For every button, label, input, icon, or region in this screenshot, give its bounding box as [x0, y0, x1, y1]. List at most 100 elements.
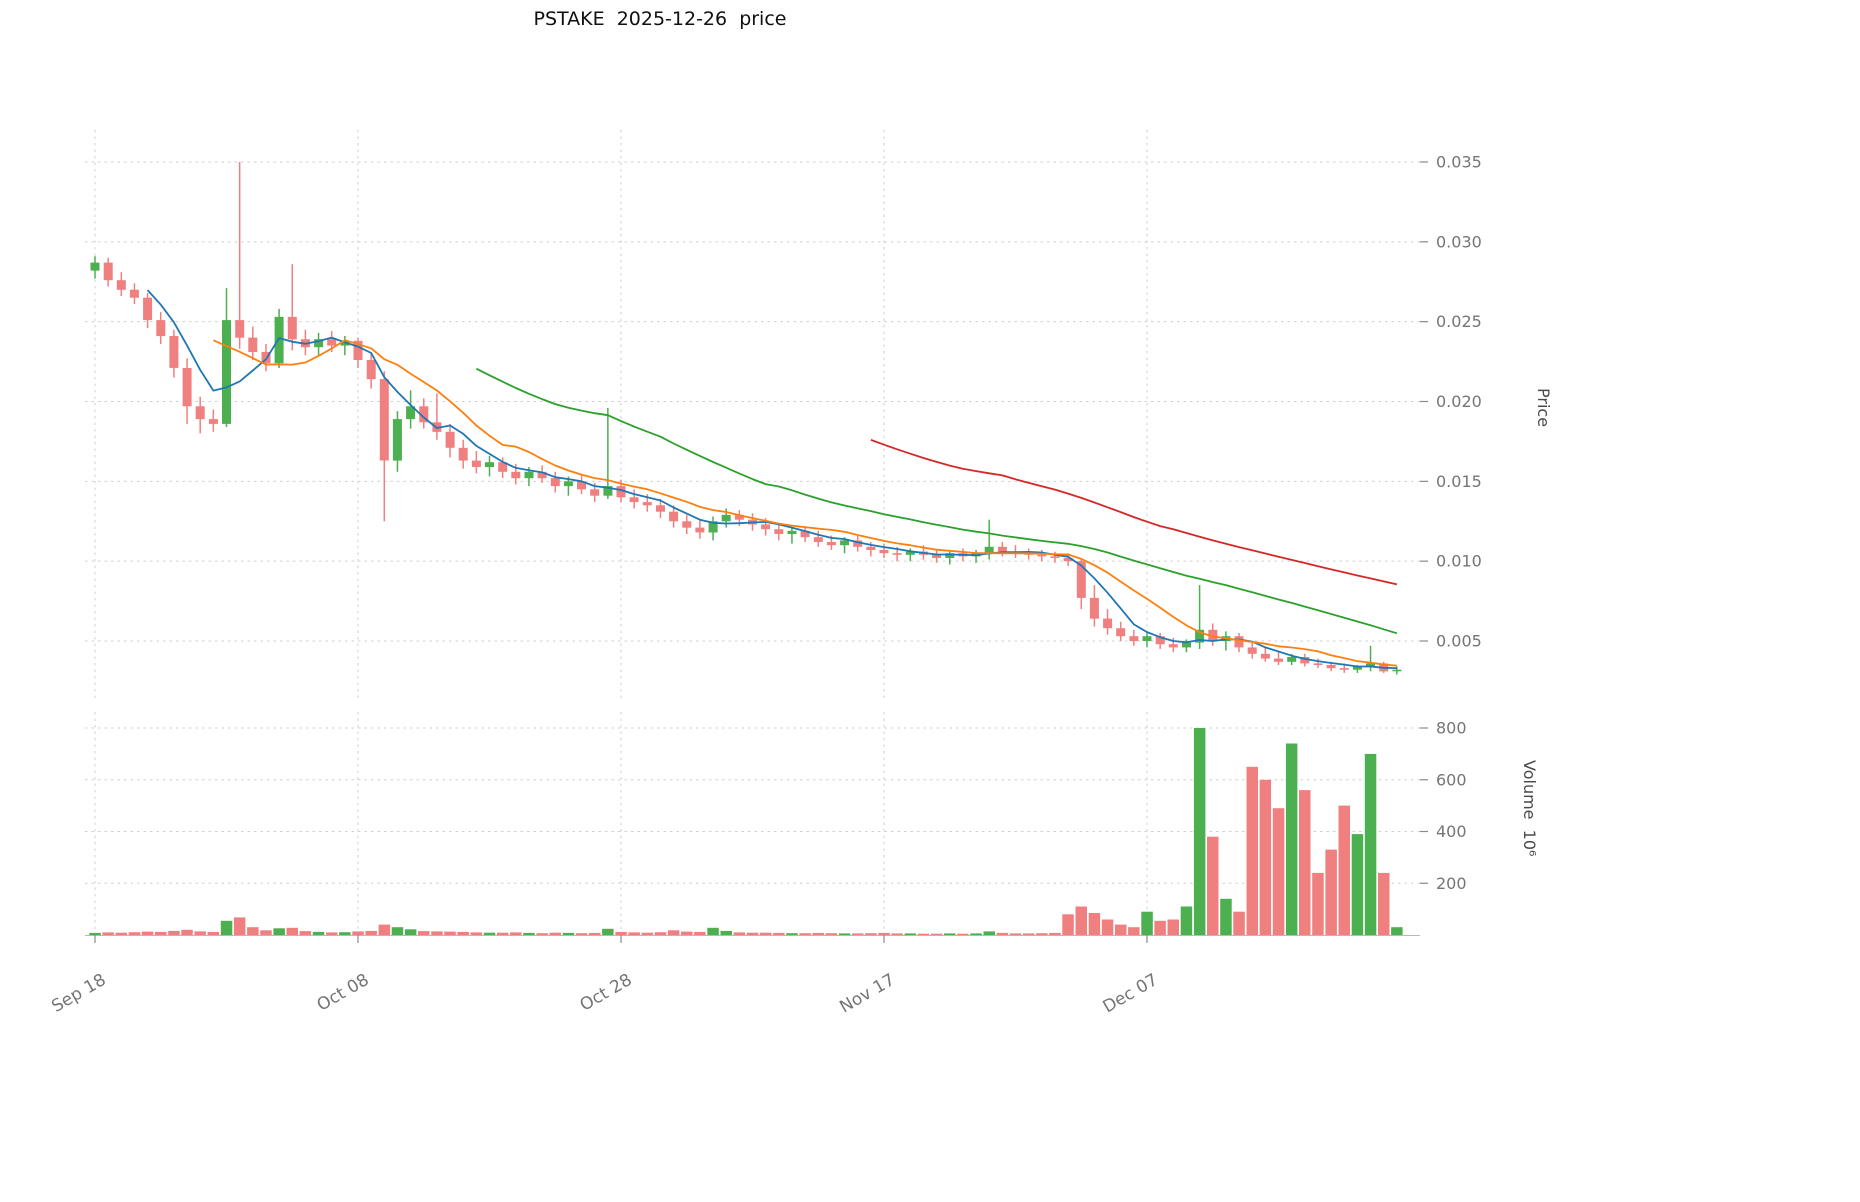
- volume-bar: [1299, 790, 1311, 935]
- candle-body: [235, 320, 245, 338]
- volume-bar: [378, 924, 391, 935]
- volume-bar: [904, 933, 917, 935]
- volume-bar: [720, 930, 732, 935]
- volume-bar: [260, 930, 272, 935]
- candle-body: [419, 406, 429, 423]
- volume-bar: [483, 932, 496, 935]
- volume-bar: [575, 933, 588, 935]
- volume-bar: [1009, 933, 1022, 935]
- candle-body: [1142, 636, 1152, 641]
- volume-bar: [773, 932, 785, 935]
- volume-bar: [615, 931, 627, 935]
- candle-body: [1352, 666, 1362, 670]
- candle-body: [853, 540, 863, 547]
- volume-bar: [1391, 927, 1403, 935]
- candle-body: [1037, 554, 1047, 557]
- candle-body: [577, 481, 586, 490]
- candle-body: [498, 462, 508, 472]
- volume-bar: [681, 931, 693, 935]
- volume-bar: [286, 927, 298, 935]
- price-tick-label: 0.010: [1436, 552, 1482, 571]
- volume-bar: [1325, 849, 1337, 935]
- volume-bar: [602, 928, 614, 935]
- volume-bar: [1364, 753, 1377, 935]
- volume-bar: [444, 931, 456, 935]
- candle-body: [879, 550, 889, 554]
- candle-body: [682, 521, 692, 528]
- candle-body: [721, 514, 731, 522]
- candle-body: [511, 471, 521, 479]
- volume-bar: [89, 932, 101, 935]
- volume-bar: [247, 927, 259, 935]
- volume-bar: [957, 933, 969, 935]
- volume-bar: [404, 929, 417, 935]
- candle-body: [734, 514, 744, 520]
- volume-bar: [536, 933, 548, 935]
- volume-bar: [746, 932, 759, 935]
- candle-body: [1182, 642, 1191, 648]
- volume-tick-label: 600: [1436, 770, 1467, 789]
- candle-body: [1155, 636, 1165, 645]
- candle-body: [1366, 663, 1375, 667]
- candle-body: [1287, 657, 1297, 662]
- candle-body: [1063, 558, 1073, 562]
- volume-bar: [1233, 911, 1245, 935]
- sma-30-line: [475, 367, 1398, 635]
- candle-body: [537, 471, 547, 479]
- candle-body: [1076, 561, 1086, 598]
- volume-bar: [983, 931, 995, 935]
- volume-bar: [1049, 932, 1061, 935]
- volume-tick-label: 800: [1436, 719, 1467, 738]
- candle-body: [1234, 636, 1244, 648]
- candle-body: [550, 478, 560, 487]
- volume-bar: [207, 931, 220, 935]
- candle-body: [1195, 629, 1205, 643]
- candle-body: [445, 431, 455, 448]
- candle-body: [1274, 658, 1283, 662]
- candle-body: [103, 262, 113, 281]
- candle-body: [616, 486, 626, 498]
- candle-body: [458, 447, 468, 461]
- volume-bar: [1167, 919, 1179, 935]
- volume-bar: [825, 933, 838, 935]
- volume-bar: [1154, 920, 1166, 935]
- volume-bar: [181, 929, 193, 935]
- volume-bar: [496, 932, 509, 935]
- candle-body: [656, 505, 665, 512]
- chart-title: PSTAKE 2025-12-26 price: [533, 8, 787, 30]
- volume-bar: [589, 932, 601, 935]
- candle-body: [669, 511, 679, 522]
- candle-body: [129, 289, 139, 298]
- volume-bar: [523, 932, 535, 935]
- candle-body: [761, 524, 771, 530]
- volume-bar: [1115, 924, 1127, 935]
- candle-body: [327, 339, 337, 346]
- date-tick-label: Sep 18: [48, 970, 109, 1017]
- price-axis-title: Price: [1534, 388, 1553, 428]
- volume-bar: [1246, 766, 1258, 935]
- candle-body: [1208, 629, 1218, 641]
- volume-bar: [1378, 872, 1390, 935]
- volume-bar: [273, 928, 285, 935]
- candle-body: [1168, 644, 1178, 648]
- volume-bar: [1075, 906, 1087, 935]
- volume-bar: [641, 932, 654, 935]
- volume-bar: [233, 917, 246, 935]
- volume-bar: [168, 930, 180, 935]
- candle-body: [1050, 556, 1060, 558]
- candle-body: [406, 406, 416, 420]
- candle-body: [945, 553, 955, 558]
- volume-bar: [628, 932, 640, 935]
- price-tick-label: 0.005: [1436, 632, 1482, 651]
- date-tick-label: Oct 08: [314, 970, 373, 1016]
- volume-bar: [799, 933, 811, 935]
- volume-bar: [194, 931, 206, 935]
- volume-bar: [1285, 743, 1298, 935]
- price-tick-label: 0.030: [1436, 232, 1482, 251]
- candle-body: [1103, 618, 1113, 629]
- volume-bar: [102, 932, 114, 935]
- volume-bar: [838, 933, 851, 935]
- candle-body: [274, 316, 284, 364]
